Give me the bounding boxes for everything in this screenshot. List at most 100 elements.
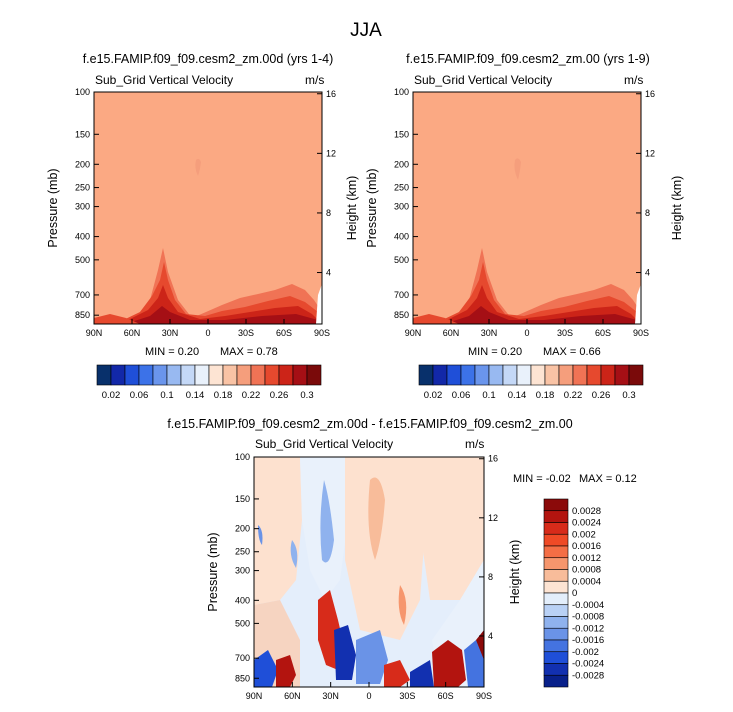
colorbar-label: -0.0024 [572, 659, 604, 670]
y2-tick-label: 12 [645, 148, 655, 158]
field-cool-core-2 [356, 630, 388, 684]
colorbar-label: 0.14 [186, 390, 205, 401]
field-warm-spot-1 [398, 585, 407, 625]
field-warm-3 [420, 457, 484, 600]
colorbar-swatch [543, 651, 569, 664]
panel-diff-title: f.e15.FAMIP.f09_f09.cesm2_zm.00d - f.e15… [167, 417, 572, 431]
field-cool-core-4 [410, 660, 434, 687]
colorbar-label: 0.18 [214, 390, 233, 401]
colorbar-swatch [278, 364, 294, 386]
y-tick-label: 250 [394, 183, 409, 193]
colorbar-label: -0.0004 [572, 600, 604, 611]
field-warm-core-2 [276, 655, 296, 687]
y-tick-label: 250 [75, 183, 90, 193]
panel-left-min: MIN = 0.20 [145, 346, 199, 358]
colorbar-swatch [516, 364, 532, 386]
panel-diff: f.e15.FAMIP.f09_f09.cesm2_zm.00d - f.e15… [167, 417, 636, 701]
colorbar-diff: 0.00280.00240.0020.00160.00120.00080.000… [543, 498, 604, 688]
colorbar-swatch [543, 510, 569, 523]
field-cool-spot-2 [290, 540, 298, 568]
x-tick-label: 60N [284, 691, 301, 701]
panel-diff-min: MIN = -0.02 [513, 473, 571, 485]
colorbar-label: -0.0028 [572, 670, 604, 681]
colorbar-swatch [586, 364, 602, 386]
colorbar-label: 0.26 [270, 390, 289, 401]
colorbar-swatch [543, 557, 569, 570]
colorbar-swatch [543, 569, 569, 582]
panel-right-min: MIN = 0.20 [468, 346, 522, 358]
figure-title: JJA [350, 20, 382, 41]
colorbar-swatch [543, 533, 569, 547]
panel-left-max: MAX = 0.78 [220, 346, 278, 358]
field-cool-core-3 [254, 650, 278, 687]
colorbar-label: 0.0004 [572, 576, 601, 587]
y-tick-label: 100 [75, 87, 90, 97]
y-tick-label: 400 [394, 232, 409, 242]
panel-diff-max: MAX = 0.12 [579, 473, 637, 485]
y-tick-label: 400 [75, 232, 90, 242]
colorbar-label: 0.002 [572, 529, 596, 540]
x-tick-label: 60S [438, 691, 454, 701]
colorbar-swatch [543, 592, 569, 606]
field-background [94, 92, 322, 324]
colorbar-swatch [292, 364, 308, 386]
colorbar-right: 0.02 0.06 0.1 0.14 0.18 0.22 0.26 0.3 [418, 364, 644, 401]
colorbar-swatch [543, 674, 569, 688]
colorbar-label: 0.0012 [572, 553, 601, 564]
colorbar-label: 0.26 [592, 390, 611, 401]
field-contour-5 [413, 314, 459, 324]
field-warm-core-3 [384, 660, 410, 687]
field-warm-edge [476, 630, 484, 660]
colorbar-swatch [306, 364, 322, 386]
colorbar-label: 0.1 [160, 390, 173, 401]
field-warm-streak [368, 477, 385, 560]
y-tick-label: 200 [235, 524, 250, 534]
y2-tick-label: 16 [488, 454, 498, 464]
x-tick-label: 60S [276, 328, 292, 338]
colorbar-swatch [208, 364, 224, 386]
colorbar-label: -0.0016 [572, 635, 604, 646]
x-tick-label: 0 [366, 691, 371, 701]
colorbar-label: 0.0016 [572, 541, 601, 552]
colorbar-swatch [600, 364, 616, 386]
colorbar-label: 0.22 [242, 390, 261, 401]
colorbar-label: -0.002 [572, 647, 599, 658]
colorbar-label: 0.06 [130, 390, 149, 401]
y-tick-label: 850 [75, 310, 90, 320]
y-tick-label: 150 [394, 129, 409, 139]
colorbar-label: 0.14 [508, 390, 527, 401]
y2-tick-label: 4 [645, 268, 650, 278]
colorbar-swatch [152, 364, 168, 386]
colorbar-swatch [572, 364, 588, 386]
colorbar-swatch [236, 364, 252, 386]
x-tick-label: 30N [481, 328, 498, 338]
panel-left: f.e15.FAMIP.f09_f09.cesm2_zm.00d (yrs 1-… [46, 52, 359, 358]
y-tick-label: 100 [235, 452, 250, 462]
colorbar-label: 0.0024 [572, 518, 601, 529]
y-tick-label: 700 [235, 653, 250, 663]
y2-tick-label: 16 [645, 89, 655, 99]
panel-diff-y2label: Height (km) [508, 540, 522, 605]
panel-right-title: f.e15.FAMIP.f09_f09.cesm2_zm.00 (yrs 1-9… [406, 52, 650, 66]
y-tick-label: 200 [75, 159, 90, 169]
colorbar-swatch [432, 364, 448, 386]
colorbar-label: 0.22 [564, 390, 583, 401]
colorbar-swatch [543, 545, 569, 559]
y2-tick-label: 12 [488, 513, 498, 523]
colorbar-swatch [460, 364, 476, 386]
colorbar-swatch [543, 498, 569, 512]
field-blob-upper [195, 158, 201, 176]
colorbar-swatch [543, 604, 569, 617]
colorbar-swatch [474, 364, 490, 386]
x-tick-label: 30N [162, 328, 179, 338]
colorbar-label: 0.1 [482, 390, 495, 401]
panel-right-ylabel: Pressure (mb) [365, 168, 379, 247]
colorbar-swatch [530, 364, 546, 386]
x-tick-label: 60N [124, 328, 141, 338]
panel-right-max: MAX = 0.66 [543, 346, 601, 358]
x-tick-label: 90N [86, 328, 103, 338]
x-tick-label: 90S [633, 328, 649, 338]
y-tick-label: 100 [394, 87, 409, 97]
y-tick-label: 700 [394, 290, 409, 300]
